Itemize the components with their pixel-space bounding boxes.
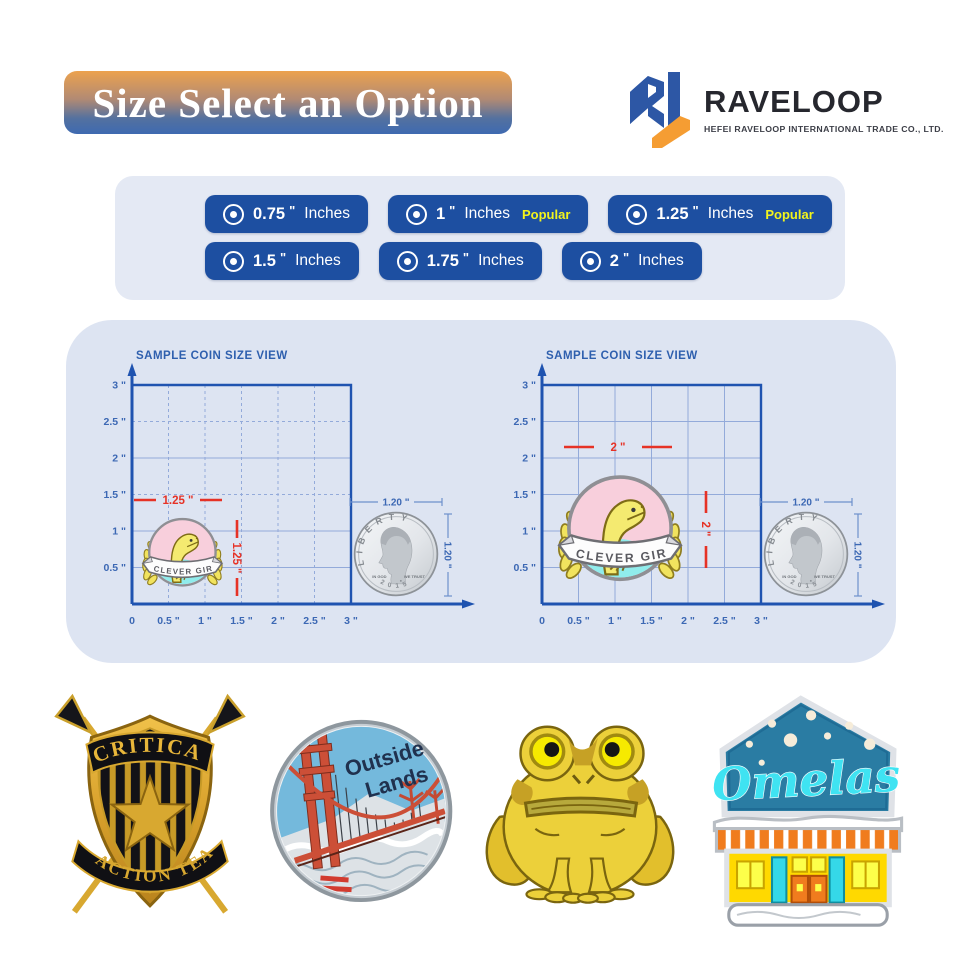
pin-width-dimension: 1.25 " — [134, 495, 222, 507]
outside-lands-bridge-pin: Outside Lands — [268, 718, 454, 904]
size-option-1.5[interactable]: 1.5 " Inches — [205, 242, 359, 280]
svg-text:1.20 ": 1.20 " — [383, 498, 410, 509]
chart-title: SAMPLE COIN SIZE VIEW — [546, 350, 698, 362]
radio-icon[interactable] — [579, 250, 601, 272]
popular-badge: Popular — [765, 206, 814, 222]
radio-icon[interactable] — [626, 203, 648, 225]
coin-height-dimension: 1.20 " — [852, 513, 863, 597]
critical-action-team-pin: CRITICAL ACTION TEAM — [44, 688, 246, 914]
svg-text:0.5 ": 0.5 " — [104, 562, 127, 574]
radio-icon[interactable] — [223, 250, 244, 272]
svg-text:3 ": 3 " — [344, 615, 358, 627]
radio-icon[interactable] — [396, 250, 418, 272]
svg-text:0.5 ": 0.5 " — [514, 562, 537, 574]
svg-text:1 ": 1 " — [198, 615, 212, 627]
svg-text:2 ": 2 " — [699, 521, 711, 536]
frog-pin — [485, 725, 675, 904]
svg-text:2.5 ": 2.5 " — [303, 615, 326, 627]
svg-text:0.5 ": 0.5 " — [157, 615, 180, 627]
svg-text:0.5 ": 0.5 " — [567, 615, 590, 627]
size-chart-1.25in: SAMPLE COIN SIZE VIEW 3 " 2.5 " 2 " 1.5 … — [104, 350, 475, 627]
brand-area: RAVELOOP HEFEI RAVELOOP INTERNATIONAL TR… — [622, 68, 944, 152]
svg-text:0: 0 — [539, 615, 545, 627]
y-axis-ticks: 3 " 2.5 " 2 " 1.5 " 1 " 0.5 " — [514, 380, 537, 575]
coin-width-dimension: 1.20 " — [349, 498, 443, 509]
gridlines — [132, 385, 351, 604]
svg-text:3 ": 3 " — [754, 615, 768, 627]
svg-text:1 ": 1 " — [608, 615, 622, 627]
coin-height-dimension: 1.20 " — [442, 513, 453, 597]
svg-text:1.20 ": 1.20 " — [442, 542, 453, 569]
chart-title: SAMPLE COIN SIZE VIEW — [136, 350, 288, 362]
pin-width-dimension: 2 " — [564, 442, 672, 454]
svg-text:1 ": 1 " — [522, 526, 536, 538]
radio-icon[interactable] — [223, 203, 244, 225]
svg-text:2 ": 2 " — [522, 453, 536, 465]
svg-text:2 ": 2 " — [271, 615, 285, 627]
size-option-2[interactable]: 2 " Inches — [561, 242, 702, 280]
svg-text:2.5 ": 2.5 " — [514, 416, 537, 428]
page-title: Size Select an Option — [92, 79, 484, 126]
size-option-1.75[interactable]: 1.75 " Inches — [378, 242, 542, 280]
svg-text:2 ": 2 " — [112, 453, 126, 465]
x-axis-ticks: 0 0.5 " 1 " 1.5 " 2 " 2.5 " 3 " — [539, 615, 768, 627]
pin-height-dimension: 1.25 " — [230, 520, 242, 596]
product-examples-row: CRITICAL ACTION TEAM — [0, 688, 960, 930]
svg-text:1.5 ": 1.5 " — [640, 615, 663, 627]
omelas-motel-pin: Omelas — [710, 695, 904, 927]
x-axis-ticks: 0 0.5 " 1 " 1.5 " 2 " 2.5 " 3 " — [129, 615, 358, 627]
raveloop-logo-icon — [630, 72, 690, 148]
pin-height-dimension: 2 " — [699, 491, 711, 568]
svg-text:1.25 ": 1.25 " — [230, 542, 242, 573]
sample-size-charts-panel: SAMPLE COIN SIZE VIEW 3 " 2.5 " 2 " 1.5 … — [66, 320, 896, 663]
brand-tagline: HEFEI RAVELOOP INTERNATIONAL TRADE CO., … — [704, 124, 944, 134]
size-option-1.25[interactable]: 1.25 " Inches Popular — [608, 195, 832, 233]
svg-text:3 ": 3 " — [112, 380, 126, 392]
radio-icon[interactable] — [405, 203, 427, 225]
y-axis-ticks: 3 " 2.5 " 2 " 1.5 " 1 " 0.5 " — [104, 380, 127, 575]
size-options-panel: 0.75 " Inches 1 " Inches Popular 1.25 " … — [115, 176, 845, 300]
svg-text:2 ": 2 " — [610, 442, 625, 454]
svg-text:2.5 ": 2.5 " — [713, 615, 736, 627]
svg-text:1 ": 1 " — [112, 526, 126, 538]
brand-name: RAVELOOP — [704, 84, 884, 119]
size-option-1[interactable]: 1 " Inches Popular — [387, 195, 589, 233]
svg-text:1.5 ": 1.5 " — [104, 489, 127, 501]
size-select-banner: Size Select an Option — [64, 71, 512, 134]
svg-text:1.25 ": 1.25 " — [162, 495, 193, 507]
size-option-0.75[interactable]: 0.75 " Inches — [205, 195, 368, 233]
svg-text:1.20 ": 1.20 " — [793, 498, 820, 509]
svg-text:1.20 ": 1.20 " — [852, 542, 863, 569]
svg-text:1.5 ": 1.5 " — [514, 489, 537, 501]
svg-text:2.5 ": 2.5 " — [104, 416, 127, 428]
coin-width-dimension: 1.20 " — [759, 498, 853, 509]
svg-text:3 ": 3 " — [522, 380, 536, 392]
svg-text:0: 0 — [129, 615, 135, 627]
svg-text:2 ": 2 " — [681, 615, 695, 627]
popular-badge: Popular — [522, 206, 571, 222]
size-chart-2in: SAMPLE COIN SIZE VIEW 3 " 2.5 " 2 " 1.5 … — [514, 350, 885, 627]
svg-text:1.5 ": 1.5 " — [230, 615, 253, 627]
omelas-sign-text: Omelas — [711, 749, 902, 812]
